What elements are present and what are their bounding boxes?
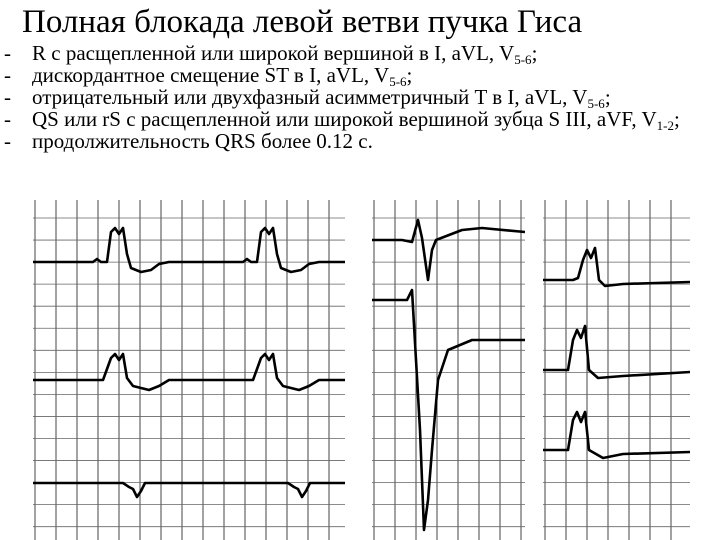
list-item: - дискордантное смещение ST в I, aVL, V5-… [4, 63, 413, 89]
list-item: -R с расщепленной или широкой вершиной в… [4, 41, 538, 67]
ecg-v1-v2-image [372, 200, 525, 540]
ecg-trace-lead-iii [33, 481, 345, 499]
ecg-trace-v2 [372, 288, 525, 532]
ecg-v5-v6-image [543, 200, 690, 540]
ecg-limb-leads-image [33, 200, 345, 540]
list-item: - QS или rS с расщепленной или широкой ве… [4, 107, 680, 133]
ecg-trace-lead-i [33, 226, 345, 274]
slide-title: Полная блокада левой ветви пучка Гиса [22, 4, 583, 40]
criteria-list: -R с расщепленной или широкой вершиной в… [4, 42, 714, 152]
ecg-trace-v6 [543, 410, 690, 460]
list-item: - отрицательный или двухфазный асимметрич… [4, 85, 611, 111]
ecg-trace-v1 [372, 218, 525, 282]
ecg-trace-v5 [543, 324, 690, 380]
ecg-trace-v4 [543, 246, 690, 288]
ecg-trace-lead-ii [33, 352, 345, 392]
list-item: - продолжительность QRS более 0.12 с. [4, 129, 373, 153]
